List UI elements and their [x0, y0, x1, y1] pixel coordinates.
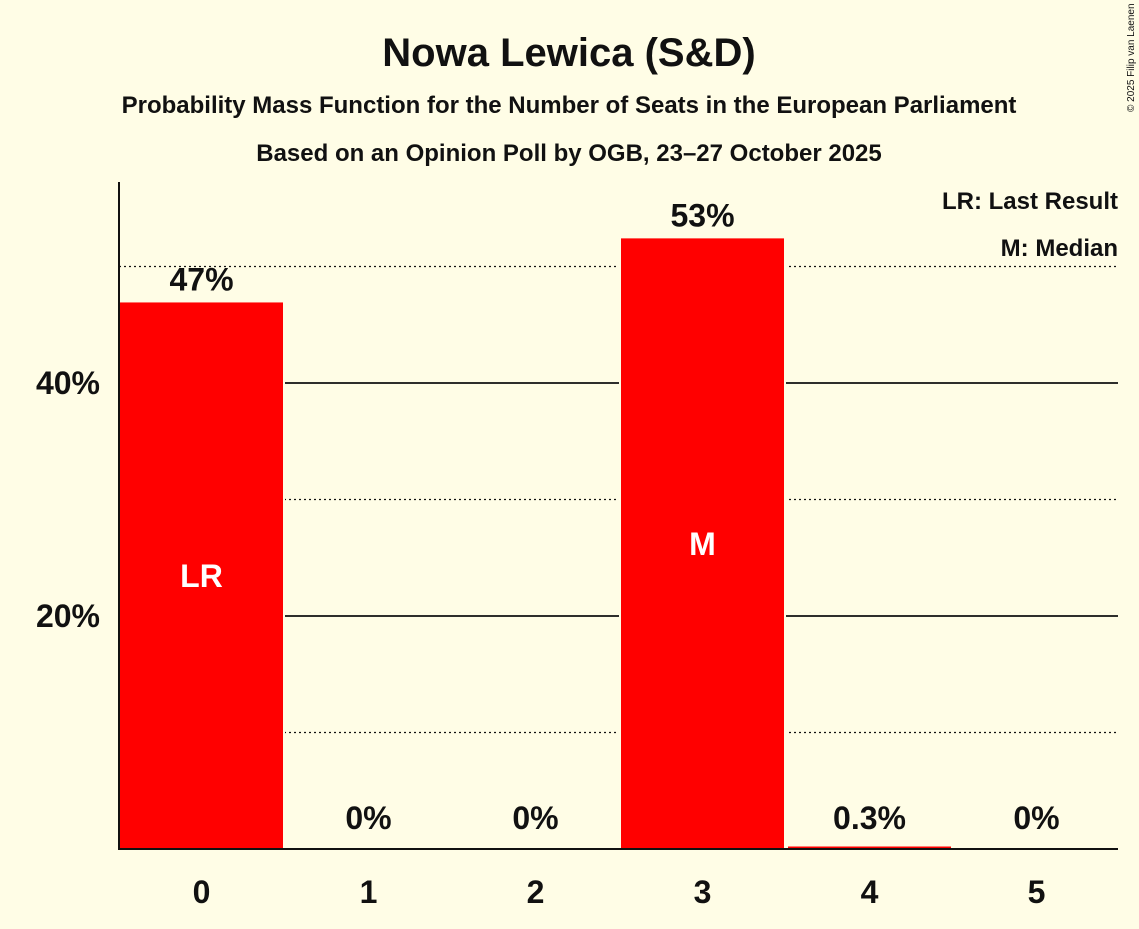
x-tick-label: 0 — [193, 874, 211, 910]
data-label-4: 0.3% — [833, 800, 906, 836]
bar-annotation-M: M — [689, 526, 716, 562]
bar-annotation-LR: LR — [180, 558, 223, 594]
chart-title: Nowa Lewica (S&D) — [382, 31, 755, 75]
data-label-3: 53% — [670, 197, 734, 233]
x-tick-label: 2 — [527, 874, 545, 910]
data-label-1: 0% — [345, 800, 391, 836]
x-tick-label: 4 — [861, 874, 879, 910]
data-label-0: 47% — [169, 261, 233, 297]
y-tick-label: 20% — [36, 598, 100, 634]
copyright: © 2025 Filip van Laenen — [1126, 3, 1137, 112]
x-tick-label: 5 — [1028, 874, 1046, 910]
x-tick-label: 1 — [360, 874, 378, 910]
chart-subtitle-2: Based on an Opinion Poll by OGB, 23–27 O… — [256, 140, 882, 167]
chart-subtitle: Probability Mass Function for the Number… — [122, 92, 1017, 119]
bar-0 — [118, 300, 285, 850]
x-tick-label: 3 — [694, 874, 712, 910]
data-label-5: 0% — [1013, 800, 1059, 836]
y-tick-label: 40% — [36, 365, 100, 401]
data-label-2: 0% — [512, 800, 558, 836]
legend-median: M: Median — [1001, 235, 1118, 262]
legend-last-result: LR: Last Result — [942, 188, 1118, 215]
bar-3 — [619, 236, 786, 850]
